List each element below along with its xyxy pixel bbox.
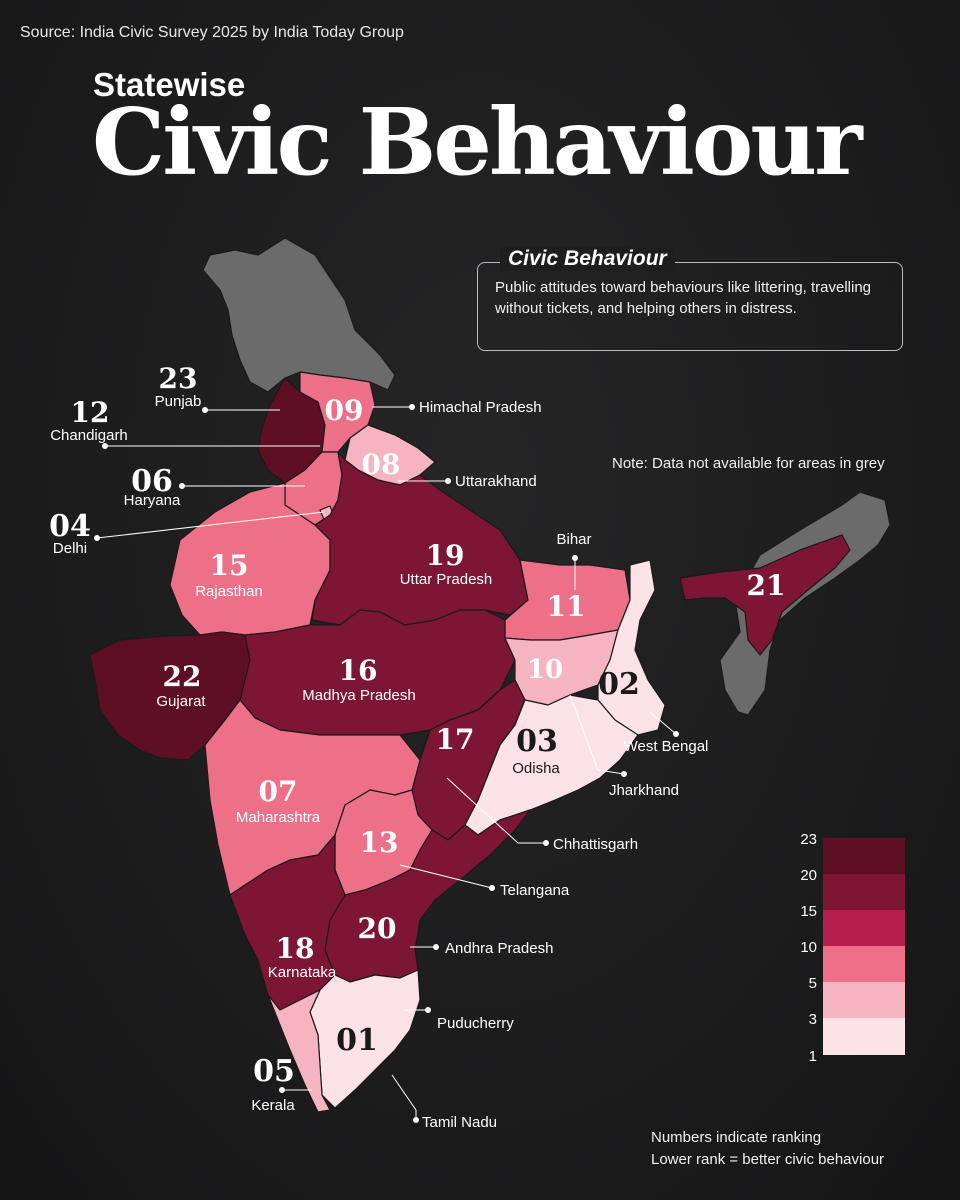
legend-swatch-15-20 (823, 874, 905, 910)
rank-west-bengal: 02 (598, 667, 640, 702)
label-maharashtra: Maharashtra (236, 809, 321, 826)
rank-chandigarh: 12 (71, 396, 110, 429)
label-punjab: Punjab (155, 393, 202, 410)
rank-gujarat: 22 (163, 660, 202, 693)
state-west-bengal (597, 559, 666, 736)
label-puducherry: Puducherry (437, 1015, 514, 1032)
label-west-bengal: West Bengal (624, 738, 709, 755)
rank-madhya-pradesh: 16 (339, 654, 378, 687)
definition-title: Civic Behaviour (500, 247, 675, 271)
definition-box: Civic Behaviour Public attitudes toward … (477, 247, 903, 351)
label-madhya-pradesh: Madhya Pradesh (302, 687, 415, 704)
rank-uttarakhand: 08 (362, 448, 401, 481)
rank-andhra-pradesh: 20 (358, 912, 397, 945)
rank-bihar: 11 (547, 590, 586, 623)
footnote-line: Numbers indicate ranking (651, 1129, 822, 1146)
label-delhi: Delhi (53, 540, 87, 557)
label-chandigarh: Chandigarh (50, 427, 128, 444)
grey-area-note: Note: Data not available for areas in gr… (612, 455, 885, 472)
state-jammu-kashmir (202, 237, 396, 393)
legend-tick: 20 (800, 867, 817, 884)
rank-chhattisgarh: 17 (436, 723, 475, 756)
rank-telangana: 13 (360, 826, 399, 859)
label-uttar-pradesh: Uttar Pradesh (400, 571, 493, 588)
state-kerala (267, 989, 331, 1113)
rank-karnataka: 18 (276, 932, 315, 965)
legend-tick: 1 (809, 1048, 817, 1065)
rank-punjab: 23 (159, 362, 198, 395)
legend-swatch-10-15 (823, 910, 905, 946)
source-note: Source: India Civic Survey 2025 by India… (20, 24, 404, 41)
label-andhra-pradesh: Andhra Pradesh (445, 940, 553, 957)
state-assam (679, 534, 851, 656)
label-rajasthan: Rajasthan (195, 583, 263, 600)
label-uttarakhand: Uttarakhand (455, 473, 537, 490)
footnote-line: Lower rank = better civic behaviour (651, 1151, 885, 1168)
rank-delhi: 04 (49, 509, 91, 544)
state-odisha (464, 694, 639, 836)
rank-tamil-nadu: 01 (336, 1023, 378, 1058)
label-karnataka: Karnataka (268, 964, 337, 981)
state-karnataka (229, 834, 346, 1011)
rank-haryana: 06 (131, 464, 173, 499)
label-odisha: Odisha (512, 760, 560, 777)
label-tamil-nadu: Tamil Nadu (422, 1114, 497, 1131)
legend-tick: 5 (809, 975, 817, 992)
label-himachal-pradesh: Himachal Pradesh (419, 399, 542, 416)
rank-assam: 21 (747, 569, 786, 602)
rank-rajasthan: 15 (210, 549, 249, 582)
label-gujarat: Gujarat (156, 693, 206, 710)
rank-maharashtra: 07 (259, 775, 298, 808)
legend-swatch-5-10 (823, 946, 905, 982)
legend-tick: 15 (800, 903, 817, 920)
label-telangana: Telangana (500, 882, 570, 899)
legend-swatch-1-3 (823, 1018, 905, 1055)
legend-swatch-20-23 (823, 838, 905, 874)
footnote: Numbers indicate ranking Lower rank = be… (651, 1127, 884, 1171)
label-bihar: Bihar (556, 531, 591, 548)
rank-odisha: 03 (516, 724, 558, 759)
rank-jharkhand: 10 (527, 655, 563, 685)
legend-tick: 3 (809, 1011, 817, 1028)
label-haryana: Haryana (124, 492, 181, 509)
legend-tick: 10 (800, 939, 817, 956)
label-kerala: Kerala (251, 1097, 295, 1114)
rank-uttar-pradesh: 19 (426, 539, 465, 572)
legend-tick: 23 (800, 831, 817, 848)
definition-text: Public attitudes toward behaviours like … (495, 279, 872, 317)
title-kicker: Statewise (93, 66, 246, 103)
page-title: Civic Behaviour (92, 88, 863, 196)
rank-himachal-pradesh: 09 (325, 394, 364, 427)
legend-swatch-3-5 (823, 982, 905, 1018)
legend: 23 20 15 10 5 3 1 (800, 831, 905, 1065)
rank-kerala: 05 (253, 1054, 295, 1089)
label-chhattisgarh: Chhattisgarh (553, 836, 638, 853)
label-jharkhand: Jharkhand (609, 782, 679, 799)
